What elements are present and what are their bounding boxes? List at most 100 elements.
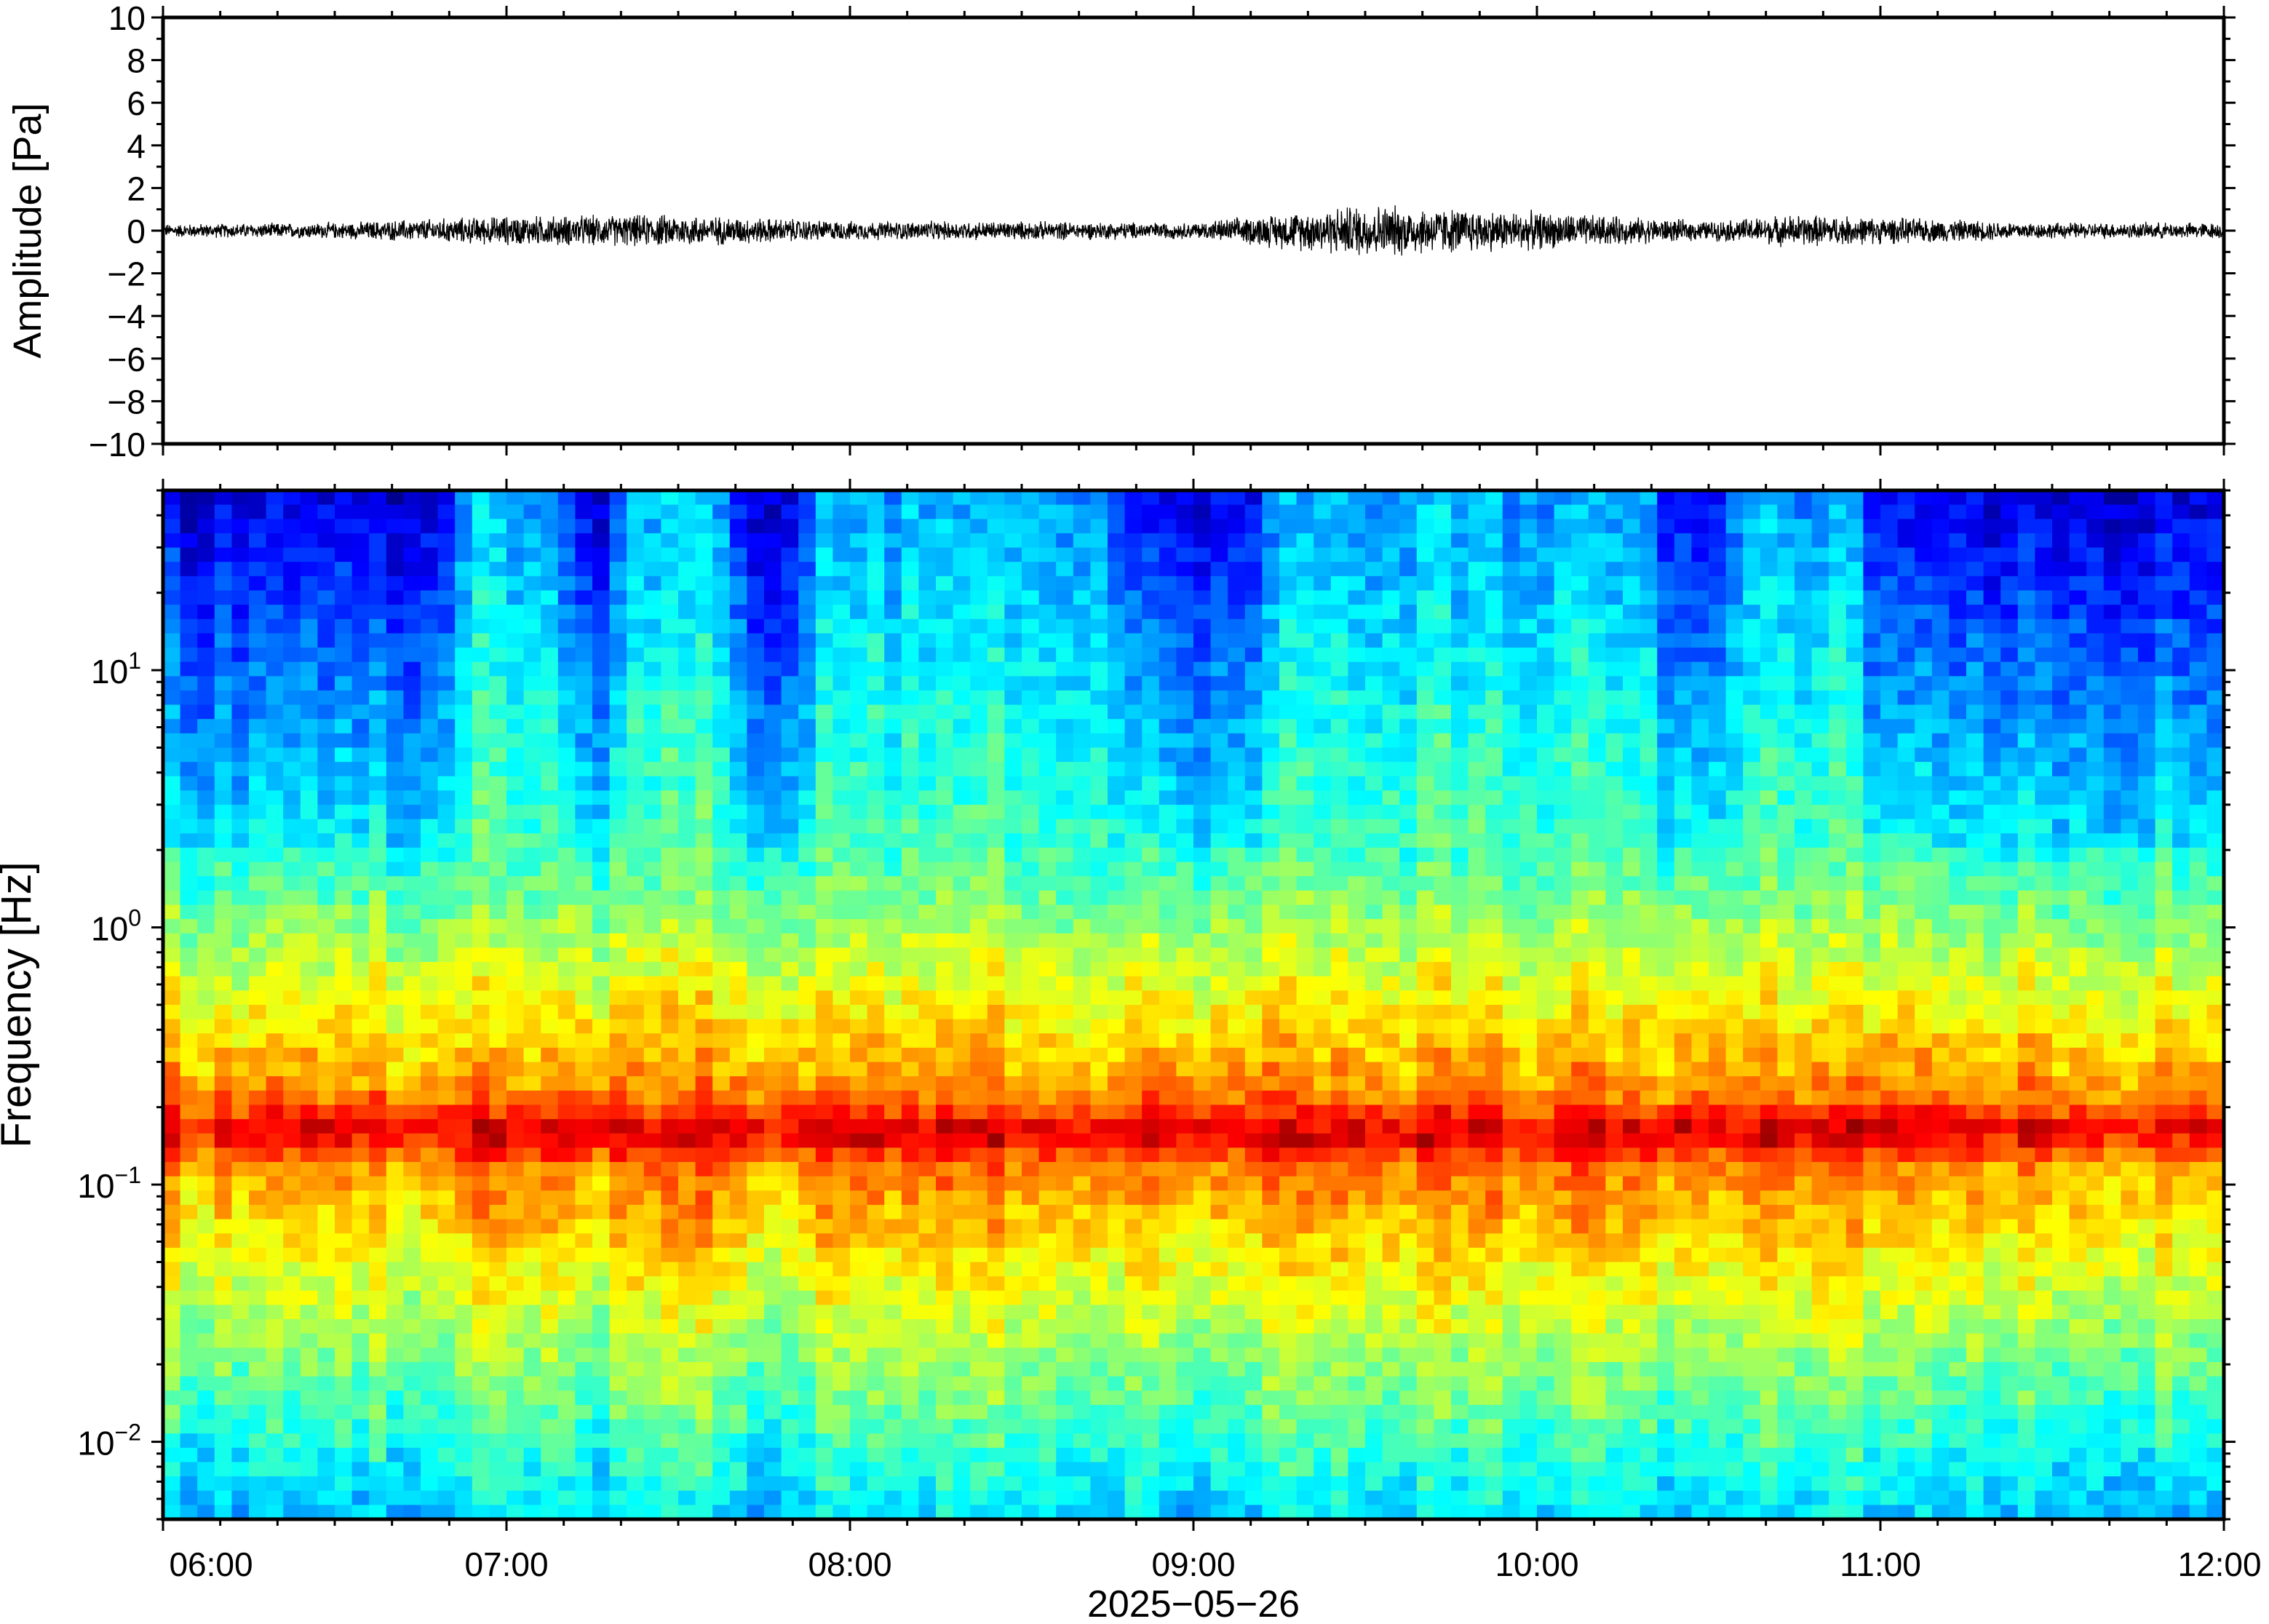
spectrogram-cell: [953, 1404, 971, 1420]
spectrogram-cell: [815, 1305, 833, 1320]
spectrogram-cell: [781, 762, 799, 777]
spectrogram-cell: [403, 1390, 421, 1406]
spectrogram-cell: [369, 1262, 387, 1277]
spectrogram-cell: [798, 576, 816, 592]
spectrogram-cell: [523, 947, 541, 963]
spectrogram-cell: [437, 1233, 456, 1249]
spectrogram-cell: [421, 1119, 439, 1134]
spectrogram-cell: [1210, 1062, 1228, 1077]
spectrogram-cell: [1314, 648, 1332, 663]
spectrogram-cell: [970, 976, 988, 991]
spectrogram-cell: [1159, 890, 1177, 906]
spectrogram-cell: [231, 1390, 250, 1406]
spectrogram-cell: [936, 1376, 954, 1391]
spectrogram-cell: [489, 1276, 507, 1291]
spectrogram-cell: [918, 590, 937, 605]
spectrogram-cell: [815, 704, 833, 720]
spectrogram-cell: [523, 819, 541, 834]
spectrogram-cell: [575, 805, 593, 820]
spectrogram-cell: [712, 833, 731, 848]
spectrogram-cell: [798, 861, 816, 877]
spectrogram-cell: [764, 576, 782, 592]
spectrogram-cell: [506, 1376, 525, 1391]
spectrogram-cell: [249, 1433, 267, 1449]
spectrogram-cell: [489, 1162, 507, 1177]
spectrogram-cell: [369, 1390, 387, 1406]
spectrogram-cell: [335, 947, 353, 963]
spectrogram-cell: [231, 676, 250, 691]
spectrogram-cell: [421, 776, 439, 792]
spectrogram-cell: [661, 1262, 679, 1277]
spectrogram-cell: [764, 648, 782, 663]
spectrogram-cell: [833, 661, 851, 677]
spectrogram-cell: [1159, 1033, 1177, 1048]
spectrogram-cell: [627, 1490, 645, 1505]
spectrogram-cell: [643, 1062, 661, 1077]
spectrogram-cell: [918, 1062, 937, 1077]
spectrogram-cell: [283, 590, 301, 605]
spectrogram-cell: [541, 1104, 559, 1120]
spectrogram-cell: [764, 1076, 782, 1091]
spectrogram-cell: [729, 1462, 747, 1477]
spectrogram-cell: [1176, 1162, 1194, 1177]
spectrogram-cell: [901, 590, 919, 605]
spectrogram-cell: [1296, 1104, 1314, 1120]
spectrogram-cell: [867, 1490, 885, 1505]
spectrogram-cell: [661, 576, 679, 592]
spectrogram-cell: [901, 847, 919, 863]
spectrogram-cell: [1142, 676, 1160, 691]
spectrogram-cell: [557, 1133, 576, 1148]
spectrogram-cell: [283, 519, 301, 534]
spectrogram-cell: [729, 819, 747, 834]
spectrogram-cell: [953, 690, 971, 706]
spectrogram-cell: [1073, 776, 1091, 792]
spectrogram-cell: [541, 1404, 559, 1420]
spectrogram-cell: [386, 618, 404, 634]
spectrogram-cell: [249, 1133, 267, 1148]
spectrogram-cell: [884, 1076, 902, 1091]
spectrogram-cell: [541, 833, 559, 848]
spectrogram-cell: [1090, 1033, 1108, 1048]
spectrogram-cell: [1056, 990, 1074, 1006]
spectrogram-cell: [833, 648, 851, 663]
spectrogram-cell: [1038, 1361, 1057, 1377]
spectrogram-cell: [557, 648, 576, 663]
spectrogram-cell: [266, 876, 284, 891]
spectrogram-cell: [1090, 605, 1108, 620]
spectrogram-cell: [712, 919, 731, 934]
spectrogram-cell: [867, 1476, 885, 1492]
spectrogram-cell: [1142, 1305, 1160, 1320]
spectrogram-cell: [1108, 1433, 1126, 1449]
spectrogram-cell: [369, 1404, 387, 1420]
spectrogram-cell: [231, 648, 250, 663]
spectrogram-cell: [1210, 1462, 1228, 1477]
spectrogram-cell: [214, 805, 232, 820]
spectrogram-cell: [489, 1090, 507, 1106]
spectrogram-cell: [643, 1333, 661, 1348]
spectrogram-cell: [1090, 1447, 1108, 1463]
spectrogram-cell: [300, 847, 318, 863]
spectrogram-cell: [283, 1490, 301, 1505]
spectrogram-cell: [523, 762, 541, 777]
spectrogram-cell: [180, 519, 198, 534]
spectrogram-cell: [1210, 747, 1228, 763]
spectrogram-cell: [1279, 576, 1298, 592]
spectrogram-cell: [249, 576, 267, 592]
spectrogram-cell: [266, 890, 284, 906]
spectrogram-cell: [798, 833, 816, 848]
spectrogram-cell: [764, 1005, 782, 1020]
spectrogram-cell: [455, 1433, 473, 1449]
spectrogram-cell: [764, 819, 782, 834]
spectrogram-cell: [627, 1062, 645, 1077]
spectrogram-cell: [970, 605, 988, 620]
spectrogram-cell: [609, 1033, 627, 1048]
spectrogram-cell: [1142, 1176, 1160, 1191]
spectrogram-cell: [283, 1176, 301, 1191]
spectrogram-cell: [197, 1047, 215, 1063]
spectrogram-cell: [1193, 533, 1212, 549]
spectrogram-cell: [1090, 1276, 1108, 1291]
spectrogram-cell: [1090, 1476, 1108, 1492]
spectrogram-cell: [1244, 776, 1263, 792]
spectrogram-cell: [472, 1290, 490, 1306]
spectrogram-cell: [1090, 1305, 1108, 1320]
